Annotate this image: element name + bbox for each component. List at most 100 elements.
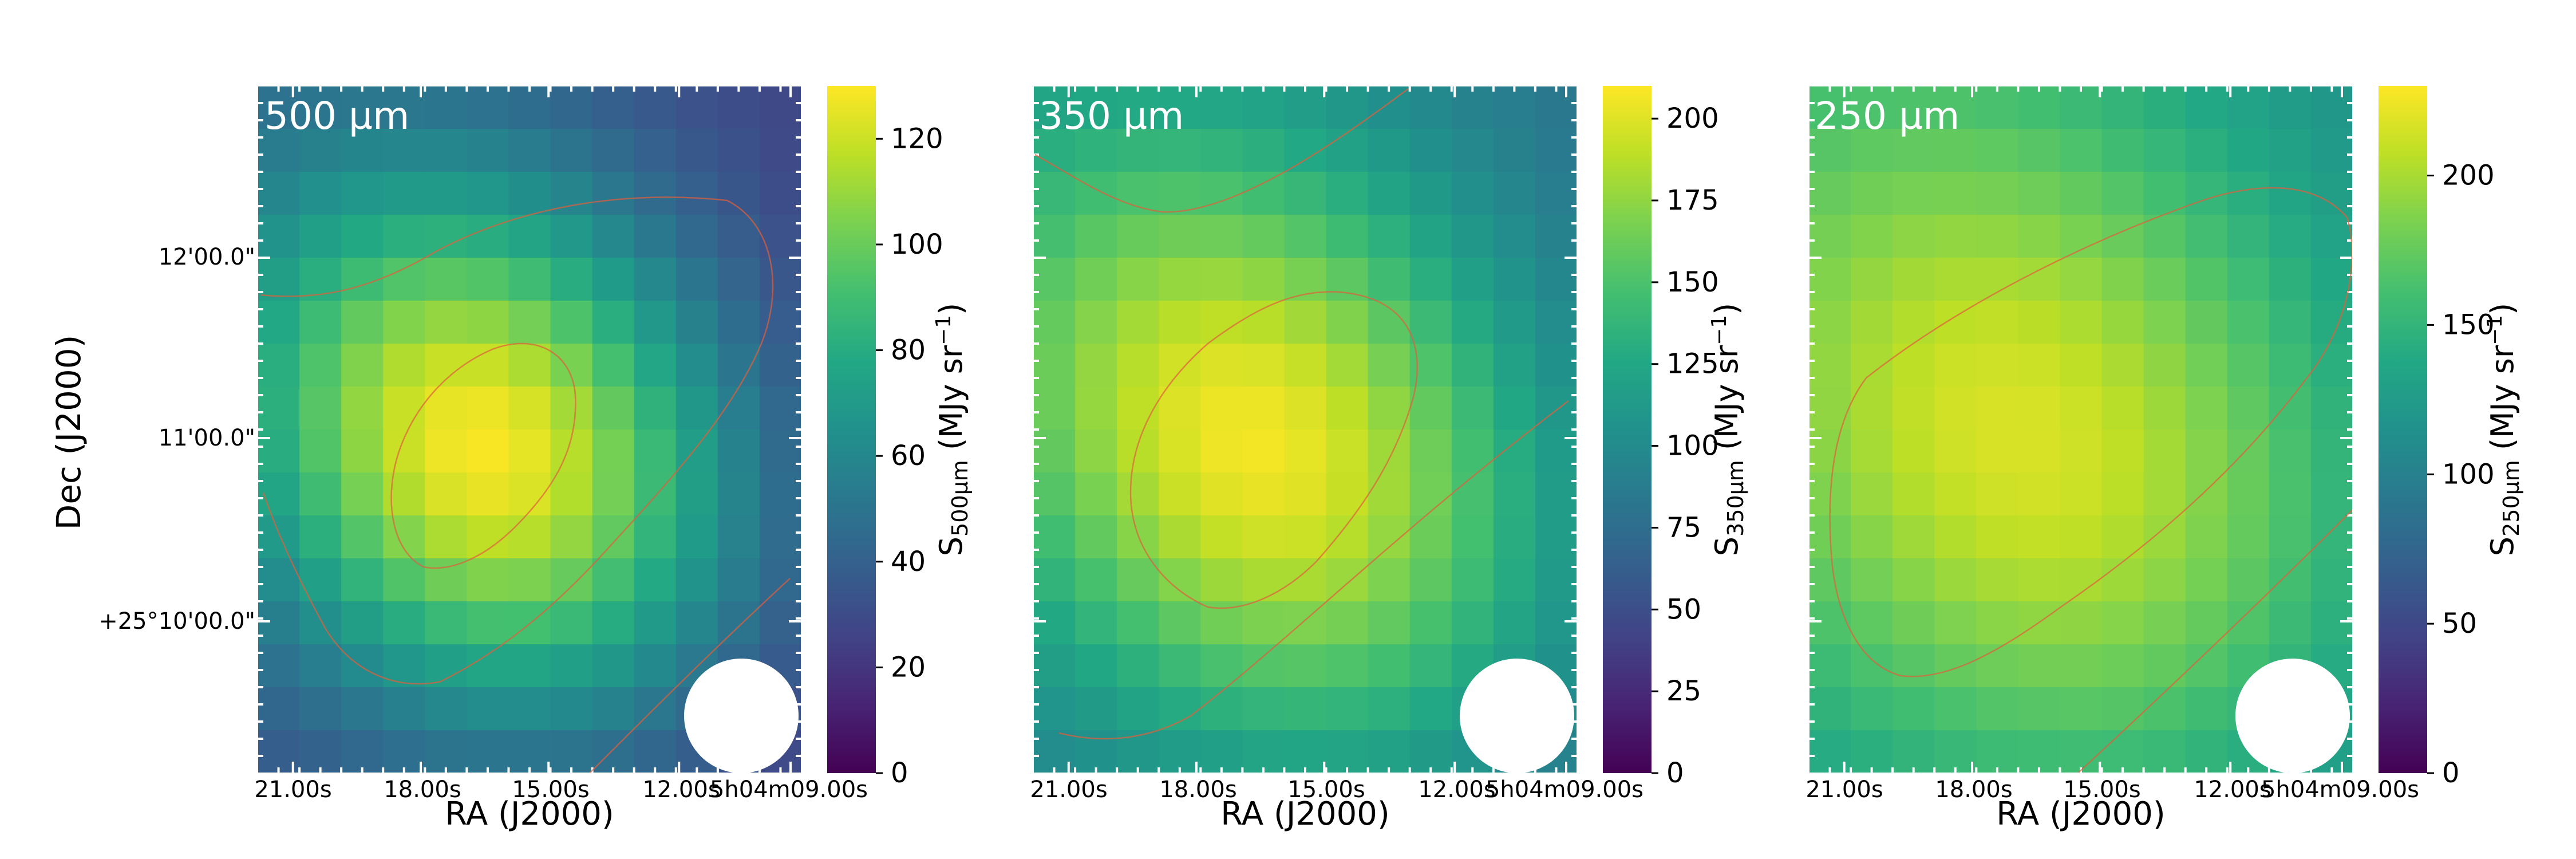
- heatmap-cell: [634, 344, 677, 387]
- heatmap-cell: [1159, 558, 1201, 602]
- contours: [1034, 88, 1569, 740]
- colorbar-tick-label: 0: [891, 757, 908, 789]
- heatmap-cell: [1893, 644, 1935, 688]
- heatmap-cell: [1075, 344, 1117, 387]
- heatmap-cell: [2060, 515, 2103, 559]
- heatmap-cell: [1159, 687, 1201, 731]
- heatmap-cell: [467, 601, 509, 645]
- heatmap-cell: [2310, 301, 2353, 344]
- heatmap-cell: [1117, 215, 1159, 258]
- heatmap-cell: [1976, 215, 2018, 258]
- heatmap-cell: [592, 129, 635, 172]
- heatmap-cell: [1284, 730, 1327, 774]
- heatmap-cell: [1493, 172, 1536, 215]
- heatmap-cell: [1200, 387, 1243, 430]
- heatmap-cell: [1893, 129, 1935, 172]
- heatmap-cell: [383, 86, 425, 129]
- panel-frame: [257, 85, 802, 774]
- heatmap-cell: [1284, 301, 1327, 344]
- heatmap-cell: [1242, 601, 1285, 645]
- heatmap-cell: [508, 730, 551, 774]
- heatmap-cell: [1809, 344, 1851, 387]
- heatmap-cell: [1242, 215, 1285, 258]
- heatmap-cell: [550, 558, 593, 602]
- heatmap-cell: [1284, 172, 1327, 215]
- heatmap-cell: [1535, 472, 1578, 516]
- heatmap-cell: [2143, 215, 2186, 258]
- heatmap-cell: [1368, 558, 1411, 602]
- heatmap-cell: [341, 344, 384, 387]
- heatmap-cell: [1368, 472, 1411, 516]
- heatmap-cell: [2060, 344, 2103, 387]
- heatmap-cell: [2185, 172, 2228, 215]
- heatmap-cell: [1451, 601, 1494, 645]
- heatmap-cell: [634, 601, 677, 645]
- heatmap-cell: [1851, 430, 1893, 473]
- heatmap-cell: [2143, 344, 2186, 387]
- heatmap-cell: [759, 301, 802, 344]
- heatmap-cell: [467, 172, 509, 215]
- dec-tick-label: +25°10'00.0": [98, 608, 255, 635]
- heatmap-cell: [1451, 215, 1494, 258]
- heatmap-cell: [1934, 730, 1977, 774]
- heatmap-cell: [550, 86, 593, 129]
- heatmap-cell: [1368, 601, 1411, 645]
- heatmap-cell: [1075, 172, 1117, 215]
- heatmap-cell: [1033, 258, 1076, 301]
- heatmap-cell: [2227, 472, 2270, 516]
- heatmap-cell: [341, 86, 384, 129]
- heatmap-cell: [2101, 129, 2144, 172]
- heatmap-cell: [634, 172, 677, 215]
- heatmap-cell: [341, 730, 384, 774]
- heatmap-cell: [467, 129, 509, 172]
- heatmap-cell: [592, 344, 635, 387]
- heatmap-cell: [2269, 129, 2312, 172]
- heatmap-cell: [1976, 301, 2018, 344]
- heatmap-cell: [341, 387, 384, 430]
- heatmap-cell: [759, 86, 802, 129]
- heatmap-cell: [425, 86, 467, 129]
- ra-tick-label: 12.00s: [2194, 777, 2271, 803]
- heatmap-cell: [2185, 472, 2228, 516]
- colorbar-tick-label: 50: [1666, 593, 1701, 625]
- heatmap-cell: [383, 344, 425, 387]
- heatmap-cell: [1535, 258, 1578, 301]
- heatmap-cell: [2269, 515, 2312, 559]
- ra-tick-label: 18.00s: [1159, 777, 1236, 803]
- heatmap-cell: [2143, 601, 2186, 645]
- heatmap-cell: [1033, 515, 1076, 559]
- heatmap-cell: [2101, 215, 2144, 258]
- heatmap-cell: [1851, 558, 1893, 602]
- heatmap-cell: [1409, 430, 1452, 473]
- heatmap-cell: [258, 172, 300, 215]
- colorbar-label: S500µm (MJy sr−1): [932, 303, 973, 556]
- heatmap-cell: [2143, 515, 2186, 559]
- heatmap-cell: [1535, 129, 1578, 172]
- heatmap-cell: [550, 601, 593, 645]
- heatmap-cell: [2060, 730, 2103, 774]
- heatmap-cell: [634, 430, 677, 473]
- heatmap-cell: [2310, 430, 2353, 473]
- heatmap-cell: [258, 387, 300, 430]
- heatmap-cell: [1368, 215, 1411, 258]
- heatmap-cell: [467, 387, 509, 430]
- heatmap-cell: [1200, 344, 1243, 387]
- heatmap-cell: [1242, 558, 1285, 602]
- heatmap-cell: [341, 172, 384, 215]
- heatmap-cell: [675, 86, 718, 129]
- heatmap-cell: [1117, 301, 1159, 344]
- ra-tick-label: 5h04m09.00s: [1485, 777, 1643, 803]
- heatmap-cell: [634, 387, 677, 430]
- heatmap-cell: [508, 558, 551, 602]
- heatmap-cell: [2101, 515, 2144, 559]
- heatmap-cell: [1493, 430, 1536, 473]
- heatmap-cell: [1976, 86, 2018, 129]
- heatmap-cell: [1934, 172, 1977, 215]
- ra-tick-label: 5h04m09.00s: [710, 777, 868, 803]
- heatmap-cell: [341, 215, 384, 258]
- heatmap-cell: [1242, 515, 1285, 559]
- heatmap-cell: [759, 558, 802, 602]
- heatmap-cell: [592, 472, 635, 516]
- heatmap-cell: [299, 172, 342, 215]
